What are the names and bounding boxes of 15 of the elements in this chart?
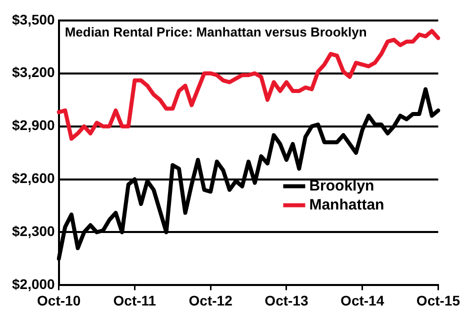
x-tick-label: Oct-11 [113,292,156,308]
y-tick-label: $2,600 [12,170,56,186]
x-tick-label: Oct-14 [340,292,384,308]
y-tick-label: $2,000 [12,276,56,292]
legend-label: Brooklyn [309,177,374,194]
chart-title: Median Rental Price: Manhattan versus Brooklyn [64,24,367,40]
x-tick-label: Oct-15 [416,292,460,308]
y-tick-label: $3,500 [12,11,56,28]
x-tick-label: Oct-13 [264,292,308,308]
x-tick-label: Oct-10 [37,292,81,308]
legend-label: Manhattan [309,196,384,214]
y-tick-label: $2,300 [12,223,56,240]
x-tick-label: Oct-12 [188,292,233,308]
y-tick-label: $3,200 [12,64,56,80]
y-tick-label: $2,900 [12,117,56,134]
